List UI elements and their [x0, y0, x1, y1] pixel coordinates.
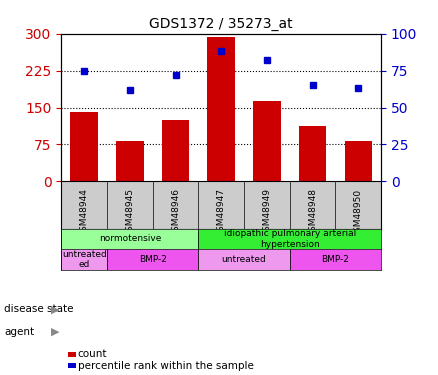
Text: disease state: disease state [4, 304, 74, 314]
Bar [61, 229, 198, 249]
Text: GSM48946: GSM48946 [171, 189, 180, 237]
Bar [116, 141, 144, 182]
Text: normotensive: normotensive [99, 234, 161, 243]
Text: count: count [78, 350, 107, 359]
Bar [61, 249, 107, 270]
Text: ▶: ▶ [50, 304, 59, 314]
Text: GSM48948: GSM48948 [308, 189, 317, 237]
Text: BMP-2: BMP-2 [321, 255, 350, 264]
Bar [345, 141, 372, 182]
Text: untreated: untreated [222, 255, 266, 264]
Bar [208, 37, 235, 182]
Title: GDS1372 / 35273_at: GDS1372 / 35273_at [149, 17, 293, 32]
Bar [198, 229, 381, 249]
Text: agent: agent [4, 327, 35, 337]
Text: ▶: ▶ [50, 327, 59, 337]
Text: GSM48949: GSM48949 [262, 189, 272, 237]
Text: percentile rank within the sample: percentile rank within the sample [78, 361, 254, 370]
Bar [253, 101, 281, 182]
Text: GSM48950: GSM48950 [354, 189, 363, 238]
Text: GSM48945: GSM48945 [125, 189, 134, 237]
Bar [162, 120, 189, 182]
Bar [290, 249, 381, 270]
Bar [71, 112, 98, 182]
Text: GSM48944: GSM48944 [80, 189, 88, 237]
Bar [198, 249, 290, 270]
Text: untreated
ed: untreated ed [62, 250, 106, 269]
Text: BMP-2: BMP-2 [139, 255, 166, 264]
Text: GSM48947: GSM48947 [217, 189, 226, 237]
Bar [299, 126, 326, 182]
Text: idiopathic pulmonary arterial
hypertension: idiopathic pulmonary arterial hypertensi… [223, 229, 356, 249]
Bar [107, 249, 198, 270]
